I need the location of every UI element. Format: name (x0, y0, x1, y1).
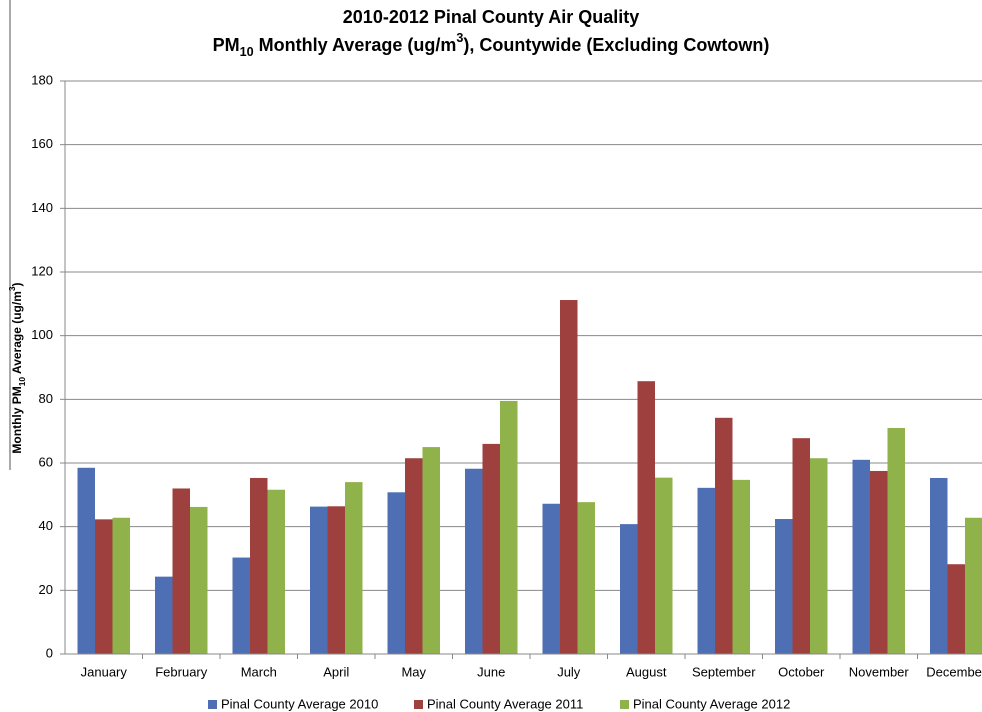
legend-swatch (208, 700, 217, 709)
x-tick-label: January (81, 664, 128, 679)
bar (310, 506, 328, 654)
bar (155, 576, 173, 654)
y-axis-label-part: Average (ug/m (10, 291, 24, 377)
y-axis-label-part: Monthly PM (10, 386, 24, 453)
legend-label: Pinal County Average 2011 (427, 696, 583, 711)
bar (965, 517, 982, 654)
bar (112, 517, 130, 654)
legend-swatch (414, 700, 423, 709)
bar (95, 519, 113, 654)
x-tick-label: September (692, 664, 756, 679)
x-tick-label: December (926, 664, 982, 679)
chart-title-part: PM (213, 35, 240, 55)
y-tick-label: 100 (31, 327, 53, 342)
chart-title-part: 2010-2012 Pinal County Air Quality (343, 7, 639, 27)
y-tick-label: 120 (31, 263, 53, 278)
legend-swatch (620, 700, 629, 709)
bar (887, 427, 905, 654)
bar (465, 468, 483, 654)
y-tick-label: 0 (46, 645, 53, 660)
y-axis-label: Monthly PM10 Average (ug/m3) (7, 282, 27, 453)
chart-title: 2010-2012 Pinal County Air Quality (343, 7, 639, 27)
bar (327, 506, 345, 654)
bar (232, 557, 250, 654)
x-tick-label: March (241, 664, 277, 679)
bar (172, 488, 190, 654)
bar (655, 477, 673, 654)
bar (852, 459, 870, 654)
bar (930, 477, 948, 654)
x-tick-label: June (477, 664, 505, 679)
bar (405, 458, 423, 654)
y-tick-label: 180 (31, 72, 53, 87)
y-tick-label: 20 (39, 582, 53, 597)
y-tick-label: 40 (39, 518, 53, 533)
y-tick-label: 80 (39, 391, 53, 406)
bar (542, 503, 560, 654)
bar (870, 470, 888, 654)
chart-title-part: 3 (456, 31, 463, 45)
y-tick-label: 140 (31, 200, 53, 215)
bar (697, 487, 715, 654)
bar (387, 492, 405, 654)
x-tick-label: February (155, 664, 208, 679)
x-tick-label: July (557, 664, 581, 679)
bar (250, 477, 268, 654)
x-tick-label: April (323, 664, 349, 679)
bar (77, 467, 95, 654)
y-tick-label: 60 (39, 454, 53, 469)
chart-title-part: Monthly Average (ug/m (254, 35, 457, 55)
y-axis-label-part: 3 (7, 286, 17, 291)
bar (792, 438, 810, 654)
y-axis-label-part: 10 (17, 377, 27, 387)
bar (500, 400, 518, 654)
bar (560, 300, 578, 654)
legend-label: Pinal County Average 2010 (221, 696, 378, 711)
bar (810, 458, 828, 654)
bar (267, 489, 285, 654)
bar (482, 443, 500, 654)
chart-title-part: ), Countywide (Excluding Cowtown) (463, 35, 769, 55)
chart-title-part: 10 (240, 45, 254, 59)
x-tick-label: October (778, 664, 825, 679)
x-tick-label: November (849, 664, 910, 679)
bar (775, 519, 793, 654)
chart-title: PM10 Monthly Average (ug/m3), Countywide… (213, 31, 770, 59)
bar (422, 447, 440, 654)
x-tick-label: August (626, 664, 667, 679)
legend-label: Pinal County Average 2012 (633, 696, 790, 711)
bar (732, 479, 750, 654)
y-axis-label-part: ) (10, 282, 24, 286)
bar (345, 482, 363, 654)
bar (190, 506, 208, 654)
x-tick-label: May (401, 664, 426, 679)
bar (577, 502, 595, 654)
bar (620, 524, 638, 654)
bar (715, 417, 733, 654)
y-tick-label: 160 (31, 136, 53, 151)
bar (637, 381, 655, 654)
bar (947, 564, 965, 654)
